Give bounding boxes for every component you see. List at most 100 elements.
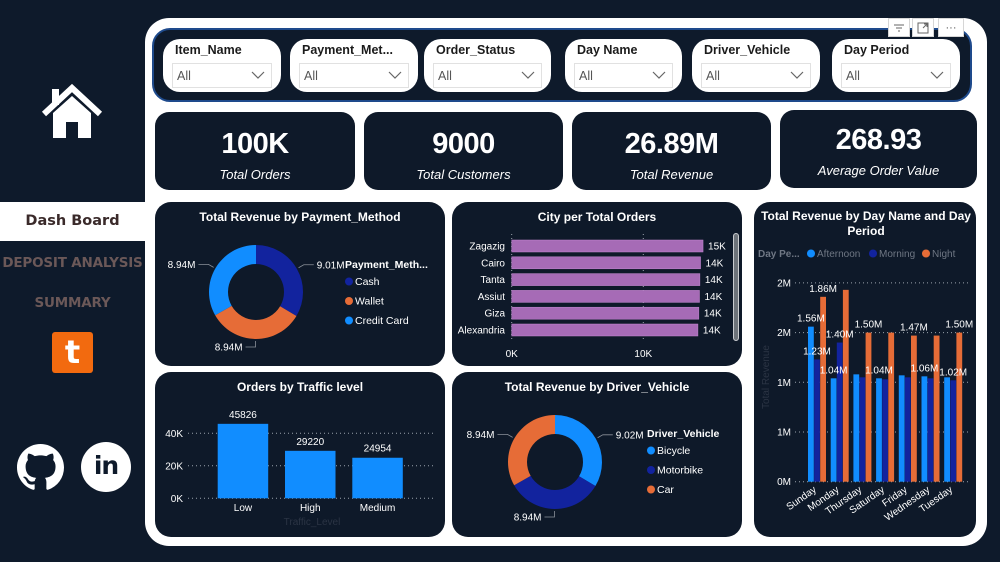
nav-dash-board[interactable]: Dash Board [0, 202, 145, 241]
data-label: 14K [704, 292, 722, 303]
bar-wednesday-morning[interactable] [927, 378, 934, 482]
data-label: 9.01M [317, 260, 345, 271]
slicer-title: Item_Name [175, 43, 242, 57]
x-tick-label: 0K [506, 349, 519, 360]
leader-line [497, 433, 513, 438]
slicer-dropdown[interactable]: All [841, 63, 951, 88]
data-label: 8.94M [168, 260, 196, 271]
legend-marker [869, 249, 877, 258]
donut-slice-motorbike[interactable] [514, 475, 596, 509]
legend-marker [345, 277, 353, 286]
data-label: 24954 [364, 444, 392, 455]
slicer-dropdown[interactable]: All [574, 63, 673, 88]
bar-saturday-night[interactable] [888, 332, 895, 482]
y-tick-label: 1M [777, 378, 791, 389]
slicer-dropdown[interactable]: All [299, 63, 409, 88]
chevron-down-icon [652, 71, 666, 79]
bar-wednesday-night[interactable] [933, 335, 940, 482]
chevron-down-icon [251, 71, 265, 79]
donut-slice-credit-card[interactable] [209, 245, 256, 316]
legend-item-motorbike[interactable]: Motorbike [657, 465, 703, 477]
bar-assiut[interactable] [511, 290, 700, 303]
bar-wednesday-afternoon[interactable] [921, 376, 928, 482]
legend-item-night[interactable]: Night [932, 249, 956, 260]
linkedin-icon[interactable]: in [81, 442, 131, 492]
city-chart-scrollbar[interactable] [733, 233, 739, 341]
data-label: 1.04M [865, 365, 893, 376]
bar-monday-afternoon[interactable] [830, 378, 837, 482]
bar-friday-afternoon[interactable] [898, 375, 905, 482]
leader-line [298, 264, 314, 269]
legend-item-car[interactable]: Car [657, 484, 674, 496]
bar-friday-morning[interactable] [904, 377, 911, 482]
y-tick-label: 0M [777, 477, 791, 488]
legend-marker [647, 446, 655, 455]
category-label: Cairo [481, 258, 505, 269]
bar-medium[interactable] [352, 457, 403, 499]
bar-friday-night[interactable] [911, 335, 917, 482]
legend-item-bicycle[interactable]: Bicycle [657, 445, 690, 457]
bar-saturday-afternoon[interactable] [876, 378, 882, 482]
kpi-total-customers: 9000 Total Customers [364, 112, 563, 190]
home-icon[interactable] [40, 83, 104, 141]
legend-item-cash[interactable]: Cash [355, 276, 380, 288]
data-label: 9.02M [616, 430, 644, 441]
chevron-down-icon [388, 71, 402, 79]
donut-slice-cash[interactable] [256, 245, 303, 316]
sidebar: Dash Board DEPOSIT ANALYSIS SUMMARY t in [0, 0, 145, 562]
bar-thursday-morning[interactable] [859, 377, 866, 482]
legend-item-morning[interactable]: Morning [879, 249, 915, 260]
category-label: Zagazig [469, 242, 505, 253]
bar-sunday-afternoon[interactable] [808, 326, 814, 482]
category-label: Tanta [481, 275, 506, 286]
slicer-title: Day Name [577, 43, 638, 57]
bar-giza[interactable] [511, 306, 700, 320]
data-label: 8.94M [514, 512, 542, 523]
bar-tuesday-afternoon[interactable] [944, 377, 950, 482]
legend-item-credit-card[interactable]: Credit Card [355, 315, 409, 327]
more-options-icon[interactable]: ··· [938, 18, 964, 37]
kpi-value: 26.89M [624, 128, 719, 160]
legend-item-wallet[interactable]: Wallet [355, 296, 384, 308]
bar-tuesday-morning[interactable] [950, 380, 957, 482]
legend-title: Day Pe... [758, 249, 800, 260]
bar-thursday-night[interactable] [865, 332, 872, 482]
focus-mode-icon[interactable] [912, 18, 934, 37]
bar-saturday-morning[interactable] [882, 379, 888, 482]
slicer-day-name: Day Name All [565, 39, 682, 92]
bar-sunday-night[interactable] [820, 296, 826, 482]
chart-revenue-by-day: Total Revenue by Day Name and Day Period D… [754, 202, 976, 537]
x-tick-label: High [300, 503, 321, 514]
bar-cairo[interactable] [511, 256, 701, 270]
chevron-down-icon [930, 71, 944, 79]
donut-slice-bicycle[interactable] [555, 415, 602, 487]
data-label: 14K [706, 258, 724, 269]
donut-chart-driver-vehicle: Total Revenue by Driver_Vehicle 9.02M 8.94… [467, 380, 720, 523]
bar-monday-night[interactable] [842, 289, 849, 482]
filter-icon[interactable] [888, 18, 910, 37]
tumblr-icon[interactable]: t [52, 332, 93, 373]
chart-title: Total Revenue by Driver_Vehicle [505, 380, 690, 394]
bar-monday-morning[interactable] [836, 342, 843, 482]
bar-tuesday-night[interactable] [956, 332, 963, 482]
legend-item-afternoon[interactable]: Afternoon [817, 249, 860, 260]
slicer-dropdown[interactable]: All [172, 63, 272, 88]
bar-high[interactable] [285, 450, 336, 499]
bar-tanta[interactable] [511, 273, 701, 286]
slicer-item-name: Item_Name All [163, 39, 281, 92]
donut-slice-car[interactable] [508, 415, 555, 486]
slicer-dropdown[interactable]: All [701, 63, 811, 88]
bar-thursday-afternoon[interactable] [853, 374, 860, 482]
github-icon[interactable] [17, 444, 64, 491]
nav-summary[interactable]: SUMMARY [34, 295, 111, 311]
bar-sunday-morning[interactable] [814, 359, 820, 482]
bar-alexandria[interactable] [511, 323, 699, 337]
bar-low[interactable] [217, 423, 269, 499]
nav-deposit-analysis[interactable]: DEPOSIT ANALYSIS [2, 255, 143, 271]
leader-line [544, 510, 555, 518]
bar-zagazig[interactable] [511, 239, 704, 253]
slicer-dropdown[interactable]: All [433, 63, 542, 88]
donut-chart-payment-method: Total Revenue by Payment_Method 9.01M 8.94… [168, 210, 428, 353]
donut-slice-wallet[interactable] [215, 305, 297, 339]
